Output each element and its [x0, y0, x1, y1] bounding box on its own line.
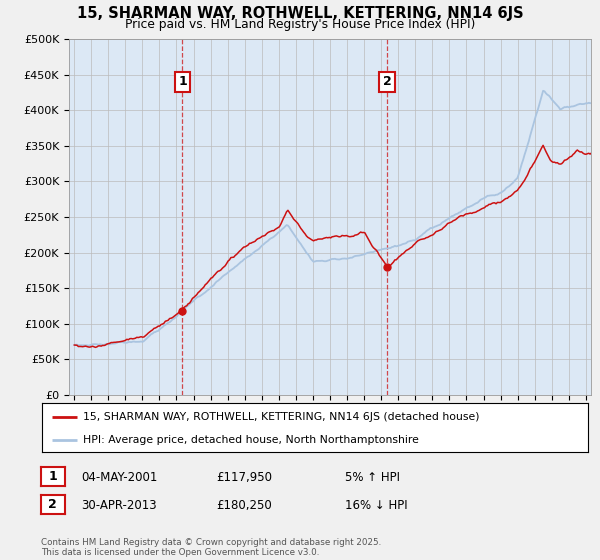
Text: 04-MAY-2001: 04-MAY-2001: [81, 470, 157, 484]
Text: 5% ↑ HPI: 5% ↑ HPI: [345, 470, 400, 484]
Text: 15, SHARMAN WAY, ROTHWELL, KETTERING, NN14 6JS (detached house): 15, SHARMAN WAY, ROTHWELL, KETTERING, NN…: [83, 412, 479, 422]
Text: Contains HM Land Registry data © Crown copyright and database right 2025.
This d: Contains HM Land Registry data © Crown c…: [41, 538, 381, 557]
Text: 30-APR-2013: 30-APR-2013: [81, 498, 157, 512]
Text: 2: 2: [49, 498, 57, 511]
Text: 1: 1: [178, 76, 187, 88]
Text: 1: 1: [49, 470, 57, 483]
Text: 15, SHARMAN WAY, ROTHWELL, KETTERING, NN14 6JS: 15, SHARMAN WAY, ROTHWELL, KETTERING, NN…: [77, 6, 523, 21]
Text: 16% ↓ HPI: 16% ↓ HPI: [345, 498, 407, 512]
Text: £180,250: £180,250: [216, 498, 272, 512]
Text: £117,950: £117,950: [216, 470, 272, 484]
Text: 2: 2: [383, 76, 392, 88]
Text: HPI: Average price, detached house, North Northamptonshire: HPI: Average price, detached house, Nort…: [83, 435, 419, 445]
Text: Price paid vs. HM Land Registry's House Price Index (HPI): Price paid vs. HM Land Registry's House …: [125, 18, 475, 31]
